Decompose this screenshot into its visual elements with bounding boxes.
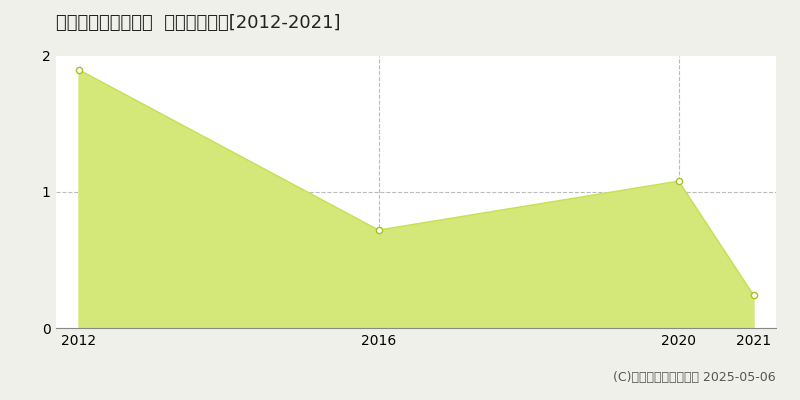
Point [72,66,85,73]
Point [747,292,760,298]
Point [672,178,685,184]
Text: (C)土地価格ドットコム 2025-05-06: (C)土地価格ドットコム 2025-05-06 [614,371,776,384]
Text: 度会郡南伊勢町河内  土地価格推移[2012-2021]: 度会郡南伊勢町河内 土地価格推移[2012-2021] [56,14,341,32]
Point [372,227,385,233]
